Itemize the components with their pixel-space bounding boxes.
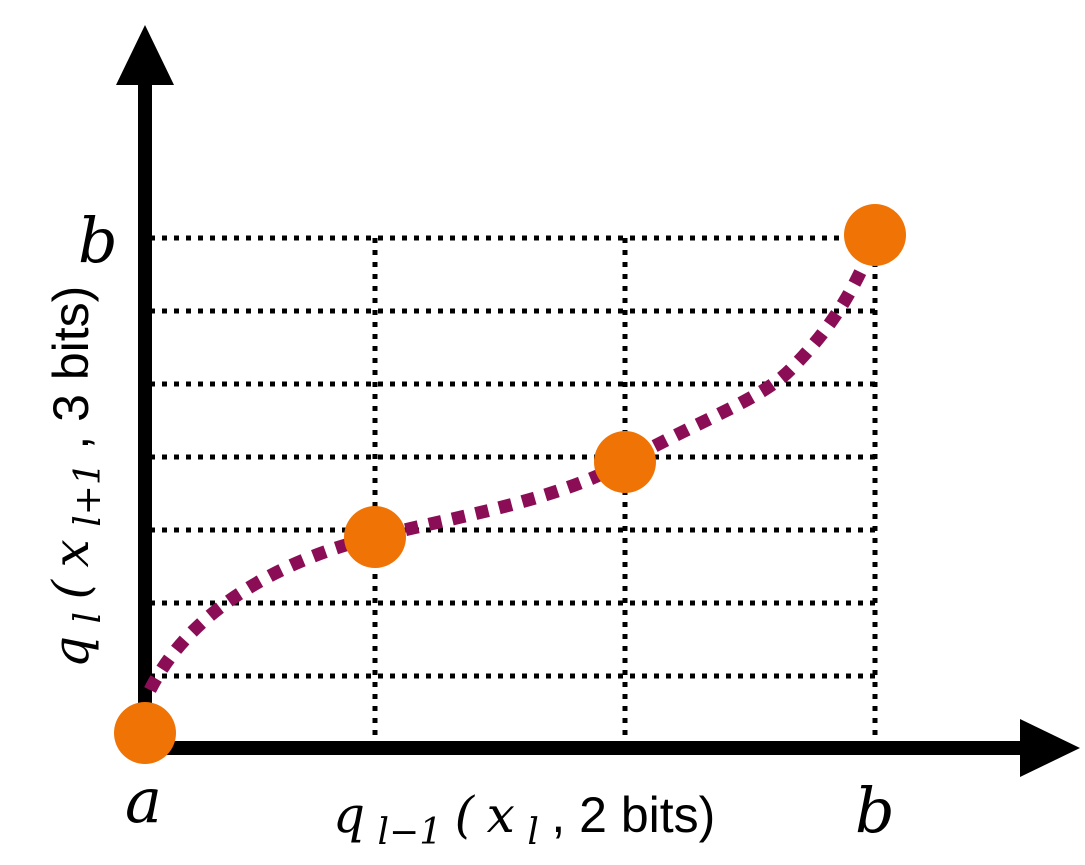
quantization-point <box>844 204 906 266</box>
horizontal-grid <box>150 235 875 679</box>
y-label-q-subscript: l <box>68 612 109 624</box>
x-label-open-paren: ( <box>455 786 476 844</box>
x-axis-end-label: b <box>855 774 895 847</box>
y-label-open-paren: ( <box>42 578 100 599</box>
quantization-point <box>344 506 406 568</box>
axes <box>116 25 1080 777</box>
quantization-curve <box>144 235 882 693</box>
y-axis-arrow-icon <box>116 25 174 85</box>
x-label-q-subscript: l−1 <box>378 812 443 853</box>
quantization-point <box>594 431 656 493</box>
y-label-q: q <box>42 636 100 668</box>
y-axis-label: q l ( x l+1 , 3 bits) <box>42 286 111 668</box>
x-axis-start-label: a <box>125 764 162 837</box>
y-label-x-subscript: l+1 <box>68 462 109 527</box>
x-label-rest: , 2 bits) <box>551 787 715 843</box>
quantization-points <box>114 204 906 764</box>
x-axis-label: q l−1 ( x l , 2 bits) <box>333 786 715 855</box>
x-axis-arrow-icon <box>1020 719 1080 777</box>
quantization-point <box>114 702 176 764</box>
y-label-x: x <box>42 539 100 567</box>
x-label-q: q <box>333 786 365 844</box>
y-label-rest: , 3 bits) <box>43 286 99 450</box>
y-axis-top-label: b <box>78 204 118 277</box>
x-label-x-subscript: l <box>527 812 539 853</box>
x-label-x: x <box>487 786 515 844</box>
